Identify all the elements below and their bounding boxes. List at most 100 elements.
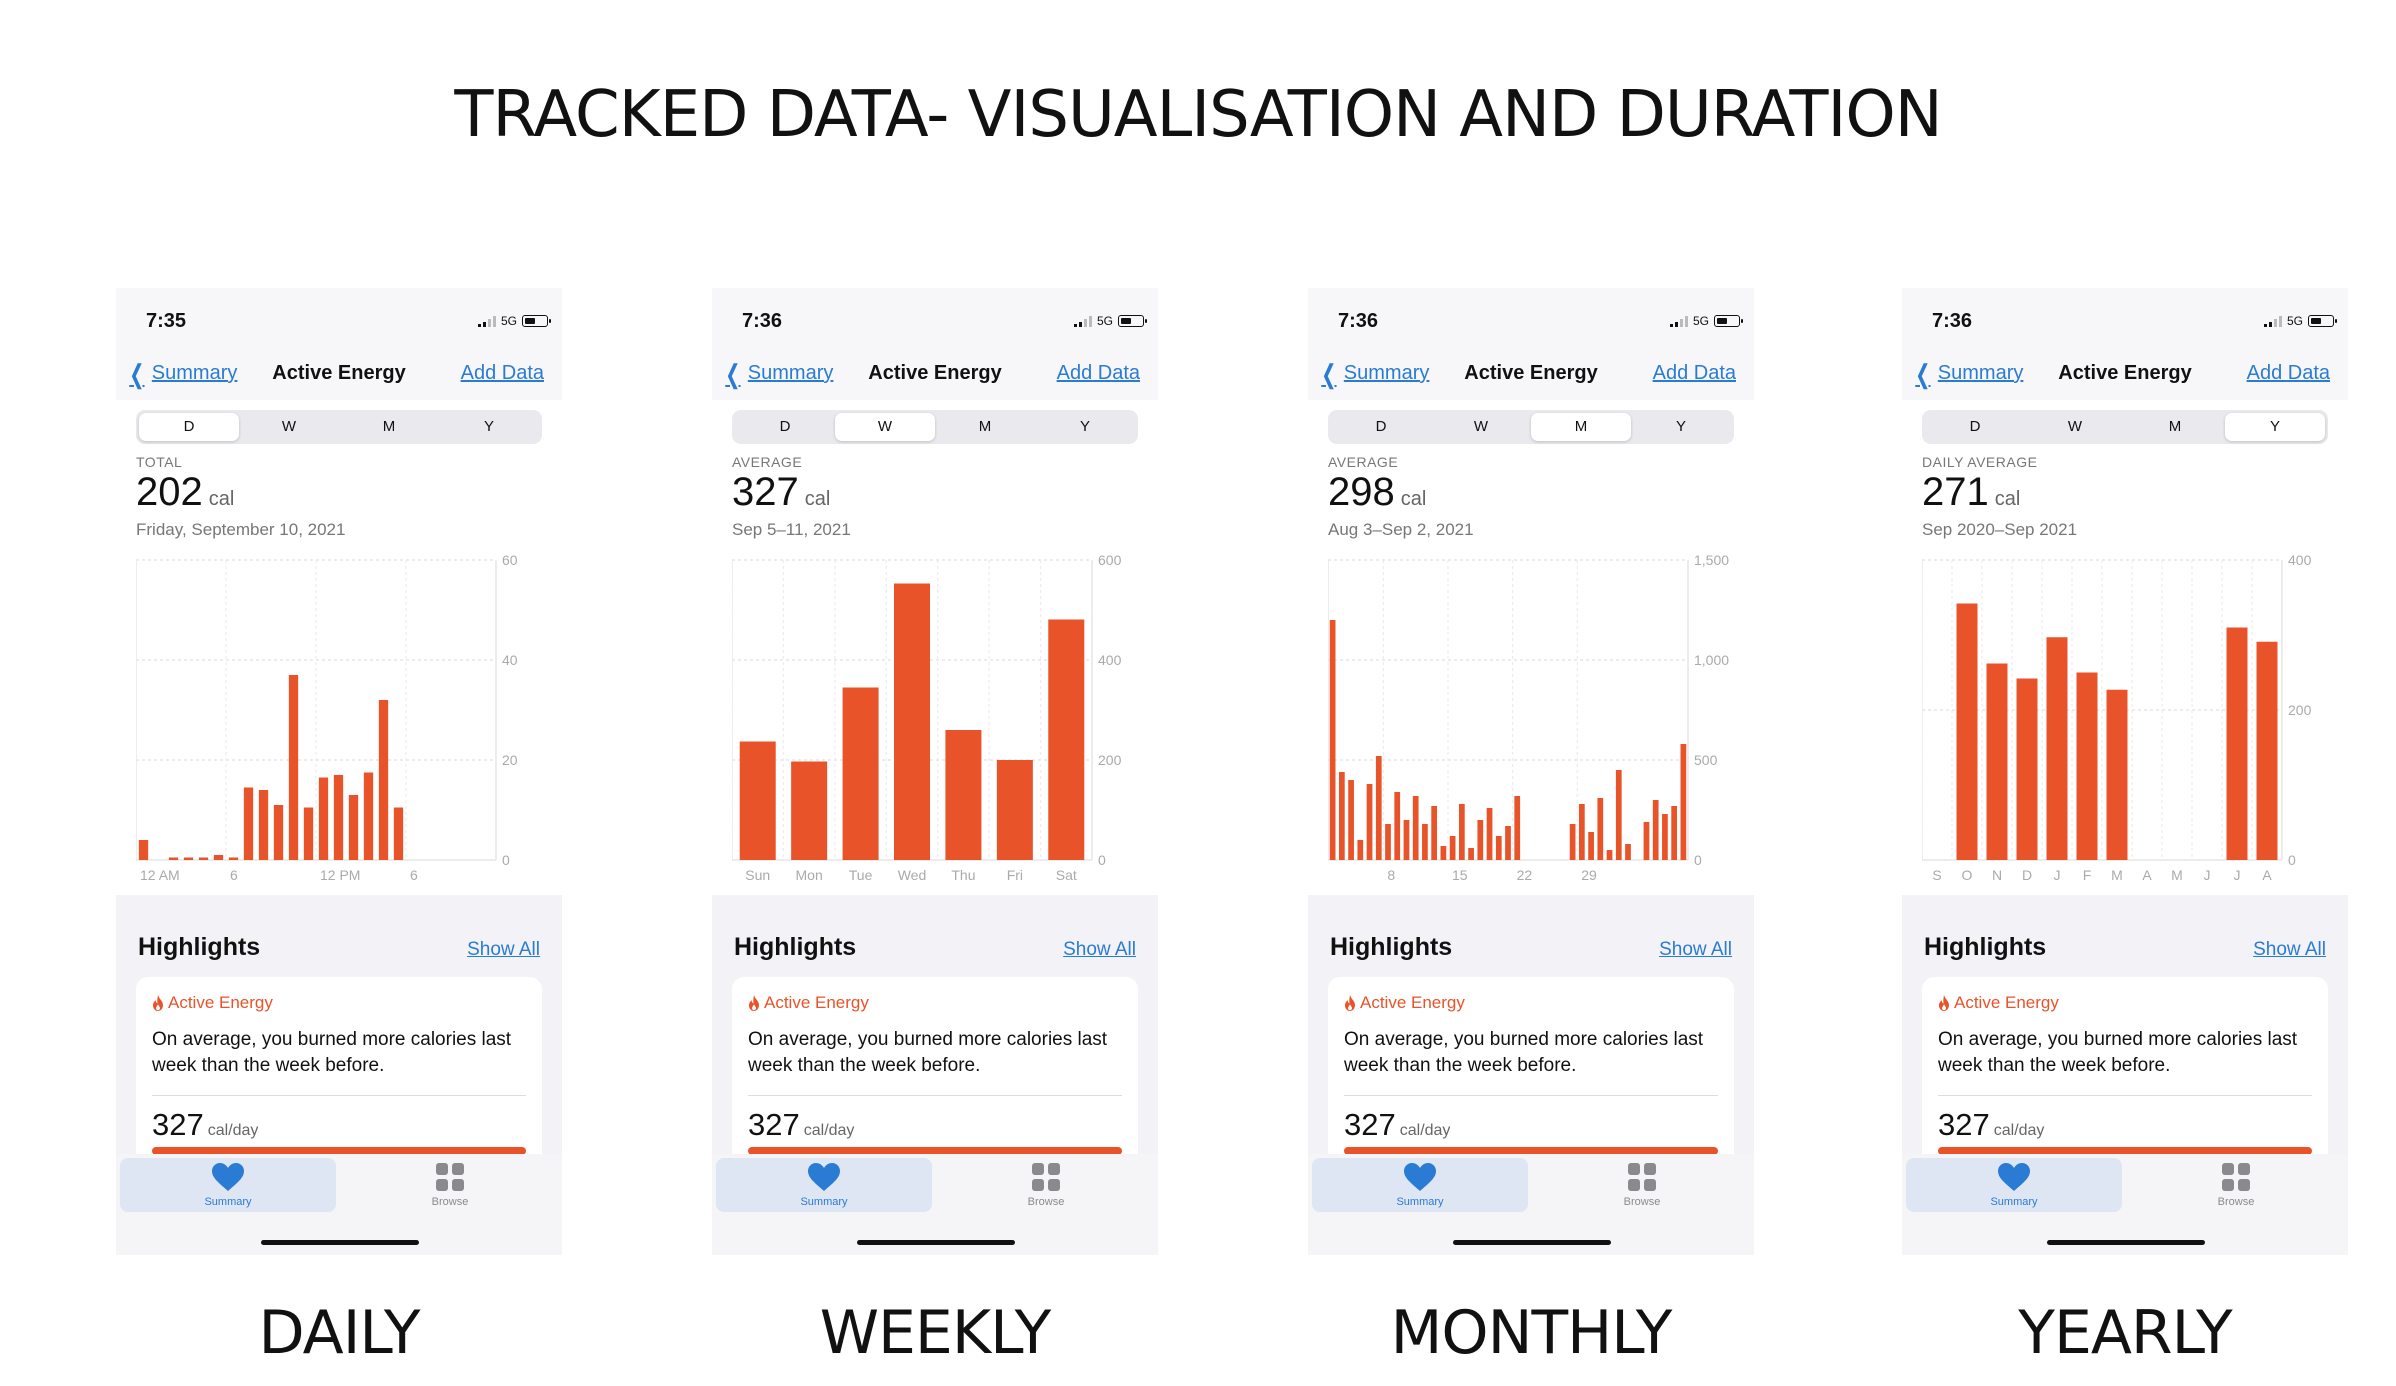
y-tick-label: 400 bbox=[1098, 652, 1122, 668]
tab-summary[interactable]: Summary bbox=[1312, 1158, 1528, 1212]
battery-icon bbox=[522, 315, 551, 327]
stat-label: AVERAGE bbox=[732, 454, 803, 470]
highlight-category-label: Active Energy bbox=[168, 993, 273, 1012]
back-button[interactable]: ❮ Summary bbox=[1318, 361, 1429, 387]
y-tick-label: 60 bbox=[502, 552, 518, 568]
bar bbox=[2226, 627, 2248, 860]
x-tick-label: Fri bbox=[1007, 867, 1023, 883]
x-tick-label: M bbox=[2171, 867, 2183, 883]
divider bbox=[1344, 1095, 1718, 1096]
caption-monthly: MONTHLY bbox=[1390, 1298, 1673, 1368]
bar bbox=[1986, 663, 2008, 860]
tab-summary[interactable]: Summary bbox=[1906, 1158, 2122, 1212]
back-button[interactable]: ❮ Summary bbox=[722, 358, 833, 389]
stat-label: TOTAL bbox=[136, 454, 183, 470]
status-icons: 5G bbox=[477, 314, 551, 328]
energy-bar-chart: 0 20 40 60 12 AM 6 12 PM 6 bbox=[136, 552, 518, 883]
tab-browse[interactable]: Browse bbox=[938, 1158, 1154, 1212]
highlight-value-row: 327 cal/day bbox=[1344, 1107, 1450, 1143]
highlight-card[interactable]: Active Energy On average, you burned mor… bbox=[1328, 977, 1734, 1177]
back-button[interactable]: ❮ Summary bbox=[1912, 361, 2023, 387]
x-tick-label: Thu bbox=[951, 867, 975, 883]
bar bbox=[393, 807, 404, 860]
add-data-button[interactable]: Add Data bbox=[1056, 362, 1140, 384]
show-all-link[interactable]: Show All bbox=[1659, 939, 1732, 960]
tab-summary-label: Summary bbox=[1396, 1196, 1444, 1208]
segment-m[interactable]: M bbox=[382, 418, 396, 435]
stat-value-row: 202 cal bbox=[136, 470, 234, 515]
tab-browse[interactable]: Browse bbox=[342, 1158, 558, 1212]
bar bbox=[1366, 784, 1373, 860]
status-time: 7:36 bbox=[742, 310, 783, 332]
caption-daily: DAILY bbox=[258, 1298, 421, 1368]
highlight-value-row: 327 cal/day bbox=[1938, 1107, 2044, 1143]
segment-w[interactable]: W bbox=[2067, 418, 2083, 435]
segment-y[interactable]: Y bbox=[2225, 413, 2325, 441]
segment-m[interactable]: M bbox=[1531, 413, 1631, 441]
segment-w[interactable]: W bbox=[281, 418, 297, 435]
bar bbox=[1625, 844, 1631, 860]
segment-y[interactable]: Y bbox=[1079, 418, 1090, 435]
bar bbox=[213, 855, 224, 860]
bar bbox=[1431, 806, 1438, 860]
segment-d[interactable]: D bbox=[139, 413, 239, 441]
y-tick-label: 600 bbox=[1098, 552, 1122, 568]
segment-m[interactable]: M bbox=[2168, 418, 2182, 435]
tab-summary[interactable]: Summary bbox=[120, 1158, 336, 1212]
show-all-link[interactable]: Show All bbox=[2253, 939, 2326, 960]
y-tick-label: 400 bbox=[2288, 552, 2312, 568]
x-tick-label: J bbox=[2054, 867, 2061, 883]
segment-d[interactable]: D bbox=[1375, 418, 1387, 435]
heart-icon bbox=[212, 1163, 244, 1191]
add-data-button[interactable]: Add Data bbox=[2246, 362, 2330, 384]
heart-icon bbox=[1998, 1163, 2030, 1191]
home-indicator bbox=[261, 1240, 419, 1245]
show-all-link[interactable]: Show All bbox=[1063, 939, 1136, 960]
top-bar bbox=[1902, 288, 2348, 400]
bar bbox=[1597, 798, 1604, 860]
tab-summary-label: Summary bbox=[800, 1196, 848, 1208]
chevron-left-icon: ❮ bbox=[725, 358, 741, 389]
segment-m[interactable]: M bbox=[978, 418, 992, 435]
highlight-value: 327 bbox=[1938, 1107, 1990, 1142]
y-tick-label: 200 bbox=[2288, 702, 2312, 718]
segment-w[interactable]: W bbox=[835, 413, 935, 441]
highlight-card[interactable]: Active Energy On average, you burned mor… bbox=[1922, 977, 2328, 1177]
tab-bar: Summary Browse bbox=[712, 1154, 1158, 1255]
x-tick-label: Mon bbox=[796, 867, 823, 883]
tab-summary-label: Summary bbox=[204, 1196, 252, 1208]
add-data-button[interactable]: Add Data bbox=[460, 362, 544, 384]
page-title: TRACKED DATA- VISUALISATION AND DURATION bbox=[454, 78, 1942, 152]
flame-icon bbox=[1345, 995, 1355, 1011]
segment-d[interactable]: D bbox=[779, 418, 791, 435]
flame-icon bbox=[153, 995, 163, 1011]
highlight-value: 327 bbox=[152, 1107, 204, 1142]
tab-summary[interactable]: Summary bbox=[716, 1158, 932, 1212]
segment-w[interactable]: W bbox=[1473, 418, 1489, 435]
segment-y[interactable]: Y bbox=[1675, 418, 1686, 435]
highlight-card[interactable]: Active Energy On average, you burned mor… bbox=[732, 977, 1138, 1177]
bar bbox=[1514, 796, 1521, 860]
tab-browse[interactable]: Browse bbox=[1534, 1158, 1750, 1212]
highlight-category: Active Energy bbox=[152, 993, 273, 1013]
top-bar bbox=[1308, 288, 1754, 400]
divider bbox=[1938, 1095, 2312, 1096]
stat-date: Sep 5–11, 2021 bbox=[732, 520, 851, 539]
highlight-card[interactable]: Active Energy On average, you burned mor… bbox=[136, 977, 542, 1177]
add-data-button[interactable]: Add Data bbox=[1652, 362, 1736, 384]
back-button[interactable]: ❮ Summary bbox=[126, 361, 237, 387]
stat-label: AVERAGE bbox=[1328, 454, 1399, 470]
show-all-link[interactable]: Show All bbox=[467, 939, 540, 960]
segment-y[interactable]: Y bbox=[483, 418, 494, 435]
x-tick-label: D bbox=[2022, 867, 2032, 883]
bar bbox=[1412, 796, 1419, 860]
tab-browse[interactable]: Browse bbox=[2128, 1158, 2344, 1212]
heart-icon bbox=[808, 1163, 840, 1191]
nav-title: Active Energy bbox=[272, 362, 406, 384]
segment-d[interactable]: D bbox=[1969, 418, 1981, 435]
signal-icon bbox=[1073, 315, 1092, 327]
tab-browse-label: Browse bbox=[1623, 1196, 1661, 1208]
x-tick-label: 12 AM bbox=[140, 867, 180, 883]
